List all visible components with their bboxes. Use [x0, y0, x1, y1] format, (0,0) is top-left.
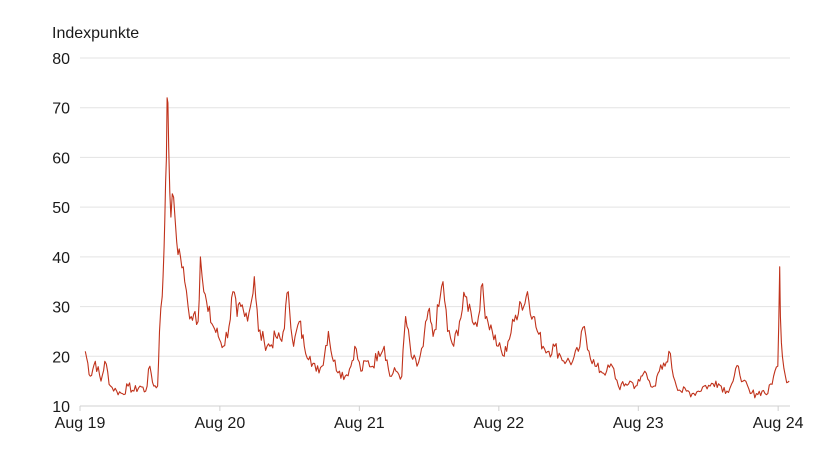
y-tick-label: 60 — [52, 150, 70, 167]
x-tick-label: Aug 22 — [473, 415, 524, 432]
series-layer — [85, 98, 789, 398]
y-tick-label: 40 — [52, 250, 70, 267]
x-tick-label: Aug 20 — [195, 415, 246, 432]
x-tick-label: Aug 21 — [334, 415, 385, 432]
series-line — [85, 98, 789, 398]
x-axis-ticks: Aug 19 Aug 20 Aug 21 Aug 22 Aug 23 Aug 24 — [55, 406, 804, 432]
y-tick-label: 10 — [52, 399, 70, 416]
y-tick-label: 20 — [52, 349, 70, 366]
gridlines — [80, 58, 790, 406]
y-tick-label: 80 — [52, 51, 70, 68]
y-tick-label: 70 — [52, 101, 70, 118]
x-tick-label: Aug 19 — [55, 415, 106, 432]
x-tick-label: Aug 24 — [753, 415, 804, 432]
y-tick-label: 50 — [52, 200, 70, 217]
y-axis-ticks: 10 20 30 40 50 60 70 80 — [52, 51, 70, 416]
y-tick-label: 30 — [52, 300, 70, 317]
x-tick-label: Aug 23 — [613, 415, 664, 432]
y-axis-unit-label: Indexpunkte — [52, 25, 139, 42]
